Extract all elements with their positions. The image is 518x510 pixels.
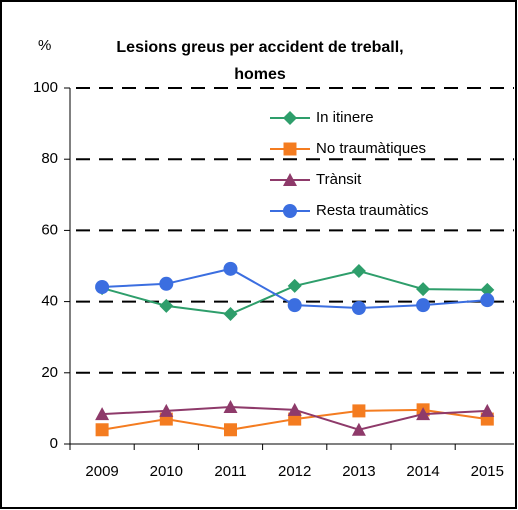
legend-label: Trànsit (316, 171, 362, 188)
marker (224, 423, 237, 437)
x-tick-label: 2010 (150, 463, 183, 480)
y-unit: % (38, 37, 51, 54)
marker (223, 307, 238, 322)
marker (95, 423, 109, 437)
marker (95, 407, 110, 421)
marker (283, 111, 297, 125)
marker (351, 301, 366, 316)
y-tick-label: 0 (50, 435, 58, 452)
legend-label: In itinere (316, 109, 374, 126)
marker (287, 298, 302, 313)
marker (480, 403, 495, 417)
y-tick-label: 100 (33, 79, 58, 96)
marker (480, 293, 495, 308)
marker (416, 298, 431, 313)
marker (287, 278, 302, 293)
x-tick-label: 2014 (406, 463, 439, 480)
x-tick-label: 2013 (342, 463, 375, 480)
legend-label: No traumàtiques (316, 140, 426, 157)
marker (352, 404, 366, 418)
marker (159, 403, 174, 417)
marker (351, 263, 366, 278)
y-tick-label: 20 (41, 364, 58, 381)
marker (288, 412, 302, 426)
marker (159, 298, 174, 313)
x-tick-label: 2015 (471, 463, 504, 480)
marker (283, 142, 297, 156)
marker (351, 422, 366, 436)
marker (287, 402, 302, 416)
marker (223, 399, 238, 413)
marker (283, 173, 297, 186)
marker (416, 407, 431, 421)
y-tick-label: 60 (41, 221, 58, 238)
y-tick-label: 40 (41, 293, 58, 310)
x-tick-label: 2012 (278, 463, 311, 480)
marker (416, 282, 431, 297)
marker (159, 276, 174, 291)
x-tick-label: 2011 (214, 463, 246, 480)
x-tick-label: 2009 (85, 463, 118, 480)
legend-label: Resta traumàtics (316, 202, 429, 219)
marker (480, 282, 495, 297)
chart-title: Lesions greus per accident de treball, h… (116, 39, 404, 83)
marker (283, 204, 297, 218)
marker (223, 261, 238, 276)
y-tick-label: 80 (41, 150, 58, 167)
marker (95, 280, 110, 295)
